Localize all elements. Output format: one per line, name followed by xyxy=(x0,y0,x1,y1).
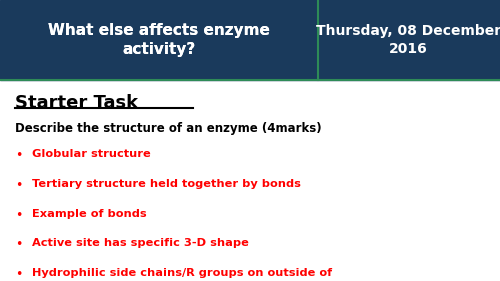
Text: •: • xyxy=(15,209,22,221)
Text: Active site has specific 3-D shape: Active site has specific 3-D shape xyxy=(32,238,250,248)
Point xyxy=(314,0,320,2)
Point xyxy=(12,106,18,110)
Bar xyxy=(0,0,500,80)
Text: •: • xyxy=(15,268,22,280)
Text: Hydrophilic side chains/R groups on outside of
enzyme: Hydrophilic side chains/R groups on outs… xyxy=(32,268,333,281)
Text: •: • xyxy=(15,149,22,162)
Text: What else affects enzyme
activity?: What else affects enzyme activity? xyxy=(48,23,270,57)
Text: •: • xyxy=(15,238,22,251)
Text: Example of bonds: Example of bonds xyxy=(32,209,147,219)
Text: Starter Task: Starter Task xyxy=(15,94,138,112)
Text: Globular structure: Globular structure xyxy=(32,149,151,160)
Point xyxy=(314,78,320,82)
Text: What else affects enzyme
activity?: What else affects enzyme activity? xyxy=(48,23,270,57)
Text: •: • xyxy=(15,179,22,192)
Point xyxy=(190,106,196,110)
Text: Thursday, 08 December
2016: Thursday, 08 December 2016 xyxy=(316,24,500,56)
Text: Tertiary structure held together by bonds: Tertiary structure held together by bond… xyxy=(32,179,302,189)
Text: Describe the structure of an enzyme (4marks): Describe the structure of an enzyme (4ma… xyxy=(15,122,322,135)
